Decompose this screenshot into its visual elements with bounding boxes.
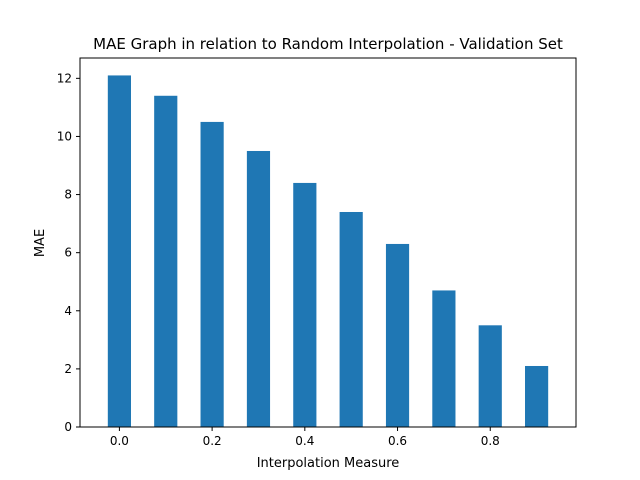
- bar: [293, 182, 317, 427]
- y-tick-label: 0: [64, 420, 72, 434]
- bar: [246, 150, 271, 427]
- chart-title: MAE Graph in relation to Random Interpol…: [93, 35, 563, 53]
- bar: [432, 290, 456, 427]
- x-tick-label: 0.6: [388, 434, 407, 448]
- plot-area: 0.0 0.2 0.4 0.6 0.8 0 2 4 6 8 10 12: [57, 57, 577, 448]
- bar: [385, 243, 410, 427]
- y-tick-label: 12: [57, 71, 72, 85]
- y-tick-label: 2: [64, 362, 72, 376]
- bar: [525, 365, 549, 427]
- plot-frame: [79, 57, 577, 428]
- x-axis-label: Interpolation Measure: [257, 456, 400, 471]
- bar: [200, 121, 224, 427]
- bar: [478, 325, 502, 427]
- bar: [339, 211, 363, 427]
- y-tick-label: 4: [64, 304, 72, 318]
- bar: [154, 95, 178, 427]
- x-tick-label: 0.8: [481, 434, 500, 448]
- x-tick-label: 0.0: [110, 434, 129, 448]
- y-axis-label: MAE: [33, 229, 48, 257]
- y-tick-label: 6: [64, 246, 72, 260]
- bar: [107, 75, 131, 427]
- x-tick-label: 0.2: [203, 434, 222, 448]
- x-tick-label: 0.4: [295, 434, 314, 448]
- y-tick-label: 8: [64, 188, 72, 202]
- y-tick-label: 10: [57, 129, 72, 143]
